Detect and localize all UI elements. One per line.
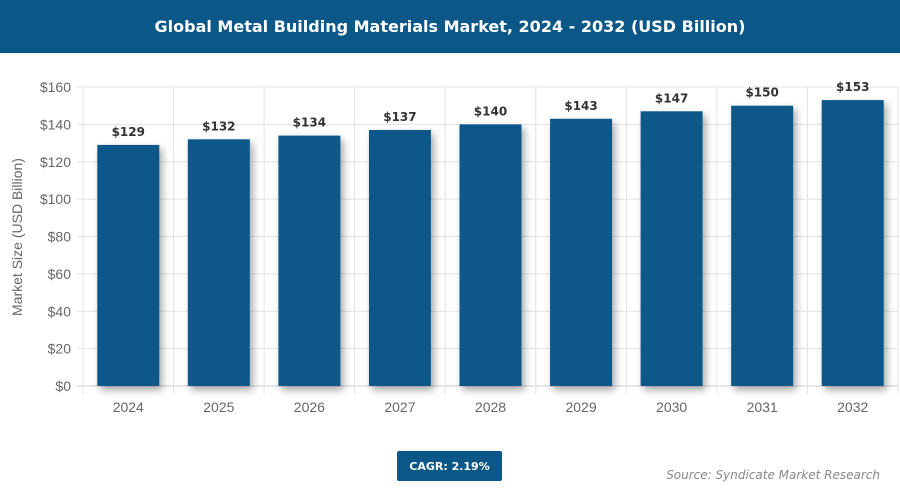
data-label: $150 <box>745 86 778 100</box>
data-label: $153 <box>836 80 869 94</box>
x-tick-label: 2031 <box>747 399 778 415</box>
y-tick-label: $100 <box>40 191 71 207</box>
x-tick-label: 2029 <box>565 399 596 415</box>
data-label: $147 <box>655 91 688 105</box>
bar-2032 <box>821 100 884 387</box>
y-tick-label: $80 <box>48 229 72 245</box>
bar-2031 <box>731 105 794 386</box>
bar-2025 <box>187 139 250 386</box>
data-label: $143 <box>564 99 597 113</box>
x-tick-label: 2027 <box>384 399 415 415</box>
y-axis-label: Market Size (USD Billion) <box>9 158 25 316</box>
source-note: Source: Syndicate Market Research <box>666 468 880 482</box>
bar-2028 <box>459 124 522 386</box>
bar-2026 <box>278 135 341 386</box>
x-tick-label: 2030 <box>656 399 687 415</box>
x-tick-label: 2032 <box>837 399 868 415</box>
x-tick-label: 2026 <box>294 399 325 415</box>
y-tick-label: $140 <box>40 116 71 132</box>
x-tick-label: 2024 <box>113 399 144 415</box>
data-label: $140 <box>474 104 507 118</box>
bar-2027 <box>368 129 431 386</box>
data-label: $134 <box>293 116 326 130</box>
chart-title: Global Metal Building Materials Market, … <box>154 17 746 36</box>
chart-title-banner: Global Metal Building Materials Market, … <box>0 0 900 53</box>
y-tick-label: $20 <box>48 341 72 357</box>
y-tick-label: $160 <box>40 79 71 95</box>
bar-2030 <box>640 111 703 386</box>
y-tick-label: $40 <box>48 303 72 319</box>
y-tick-label: $120 <box>40 154 71 170</box>
y-tick-label: $0 <box>55 378 71 394</box>
x-tick-label: 2028 <box>475 399 506 415</box>
bar-2029 <box>550 118 613 387</box>
cagr-badge: CAGR: 2.19% <box>397 451 502 481</box>
y-tick-label: $60 <box>48 266 72 282</box>
data-label: $129 <box>112 125 145 139</box>
x-tick-label: 2025 <box>203 399 234 415</box>
data-label: $132 <box>202 119 235 133</box>
data-label: $137 <box>383 110 416 124</box>
bar-2024 <box>97 144 160 386</box>
